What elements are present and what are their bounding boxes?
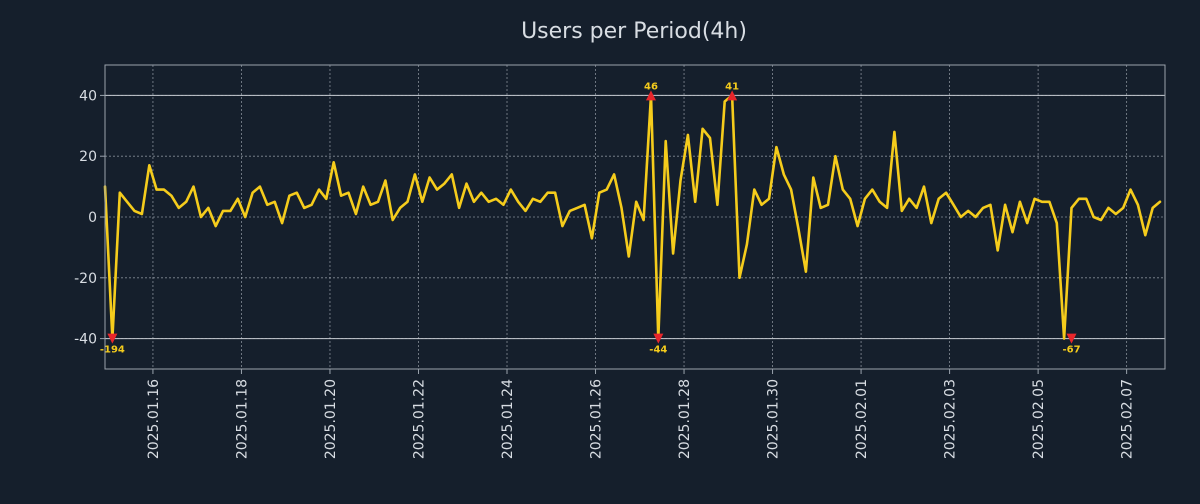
min-annotation-label: -67	[1062, 345, 1080, 356]
y-tick-label: 40	[79, 88, 97, 104]
x-tick-label: 2025.01.16	[146, 379, 162, 459]
series-layer	[103, 94, 1162, 340]
max-marker	[727, 90, 738, 101]
max-annotation-label: 46	[644, 81, 658, 92]
x-tick-label: 2025.01.28	[677, 379, 693, 459]
x-axis: 2025.01.16 2025.01.18 2025.01.20 2025.01.22…	[146, 369, 1136, 459]
min-marker	[653, 333, 664, 344]
x-tick-label: 2025.01.18	[234, 379, 250, 459]
y-tick-label: 20	[79, 149, 97, 165]
y-tick-label: -20	[74, 271, 97, 287]
x-tick-label: 2025.02.07	[1120, 379, 1136, 459]
x-tick-label: 2025.02.03	[943, 379, 959, 459]
x-tick-label: 2025.01.26	[589, 379, 605, 459]
min-marker	[107, 333, 118, 344]
y-tick-label: -40	[74, 332, 97, 348]
x-tick-label: 2025.01.30	[766, 379, 782, 459]
y-tick-label: 0	[88, 210, 97, 226]
max-annotation-label: 41	[725, 81, 739, 92]
annotations: -194 46 -44 41 -67	[100, 81, 1081, 355]
y-axis: -40 -20 0 20 40	[74, 88, 105, 348]
x-tick-label: 2025.01.24	[500, 379, 516, 459]
x-tick-label: 2025.01.20	[323, 379, 339, 459]
x-tick-label: 2025.02.05	[1031, 379, 1047, 459]
chart-title: Users per Period(4h)	[521, 19, 747, 44]
x-tick-label: 2025.01.22	[411, 379, 427, 459]
max-marker	[645, 90, 656, 101]
min-annotation-label: -194	[100, 345, 125, 356]
min-marker	[1066, 333, 1077, 344]
reference-lines	[105, 94, 1165, 340]
min-annotation-label: -44	[649, 345, 667, 356]
series-line-users	[103, 94, 1162, 340]
x-tick-label: 2025.02.01	[854, 379, 870, 459]
